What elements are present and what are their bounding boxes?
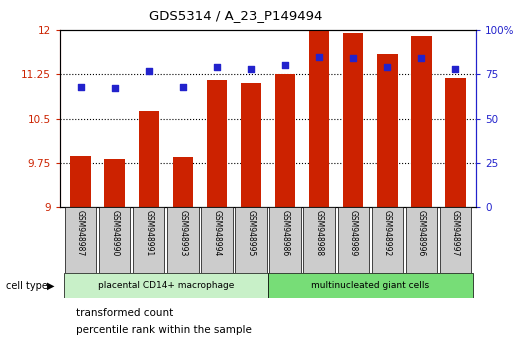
- Bar: [167, 207, 199, 273]
- Bar: [303, 207, 335, 273]
- Bar: [133, 207, 164, 273]
- Text: GSM948995: GSM948995: [246, 210, 256, 257]
- Point: [213, 64, 221, 70]
- Point: [110, 86, 119, 91]
- Bar: [275, 74, 295, 207]
- Bar: [440, 207, 471, 273]
- Text: GSM948993: GSM948993: [178, 210, 187, 257]
- Bar: [64, 273, 268, 298]
- Text: GSM948990: GSM948990: [110, 210, 119, 257]
- Text: transformed count: transformed count: [76, 308, 173, 318]
- Text: GSM948986: GSM948986: [280, 210, 290, 257]
- Text: placental CD14+ macrophage: placental CD14+ macrophage: [98, 281, 234, 290]
- Bar: [445, 79, 465, 207]
- Text: GSM948996: GSM948996: [417, 210, 426, 257]
- Text: cell type: cell type: [6, 281, 48, 291]
- Point: [349, 56, 357, 61]
- Bar: [337, 207, 369, 273]
- Bar: [201, 207, 233, 273]
- Bar: [372, 207, 403, 273]
- Bar: [139, 111, 159, 207]
- Bar: [411, 36, 431, 207]
- Bar: [65, 207, 96, 273]
- Bar: [377, 54, 397, 207]
- Point: [247, 66, 255, 72]
- Point: [451, 66, 460, 72]
- Bar: [406, 207, 437, 273]
- Text: GSM948989: GSM948989: [349, 210, 358, 257]
- Bar: [343, 33, 363, 207]
- Text: GSM948994: GSM948994: [212, 210, 221, 257]
- Point: [383, 64, 392, 70]
- Bar: [241, 83, 261, 207]
- Point: [76, 84, 85, 90]
- Text: GDS5314 / A_23_P149494: GDS5314 / A_23_P149494: [149, 9, 322, 22]
- Bar: [268, 273, 472, 298]
- Text: GSM948992: GSM948992: [383, 210, 392, 257]
- Point: [281, 63, 289, 68]
- Point: [179, 84, 187, 90]
- Bar: [207, 80, 227, 207]
- Text: ▶: ▶: [47, 281, 54, 291]
- Text: GSM948997: GSM948997: [451, 210, 460, 257]
- Text: GSM948988: GSM948988: [315, 210, 324, 257]
- Point: [144, 68, 153, 74]
- Point: [417, 56, 426, 61]
- Bar: [71, 156, 91, 207]
- Bar: [173, 157, 193, 207]
- Text: GSM948987: GSM948987: [76, 210, 85, 257]
- Point: [315, 54, 323, 59]
- Text: percentile rank within the sample: percentile rank within the sample: [76, 325, 252, 335]
- Bar: [99, 207, 130, 273]
- Text: multinucleated giant cells: multinucleated giant cells: [311, 281, 429, 290]
- Text: GSM948991: GSM948991: [144, 210, 153, 257]
- Bar: [105, 159, 125, 207]
- Bar: [235, 207, 267, 273]
- Bar: [269, 207, 301, 273]
- Bar: [309, 31, 329, 207]
